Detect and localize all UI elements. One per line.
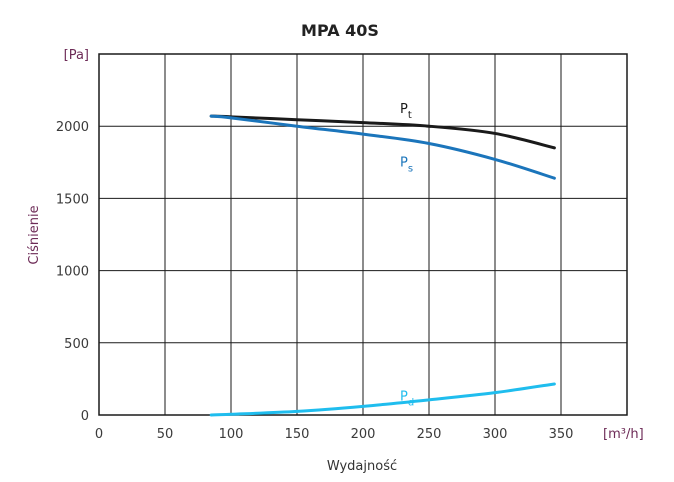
y-tick-label: 2000 [56, 120, 89, 135]
x-tick-label: 150 [285, 427, 310, 442]
series-label-main: P [400, 390, 408, 405]
series-label-pd: Pd [400, 390, 414, 409]
y-axis-title: Ciśnienie [27, 205, 42, 264]
series-label-pt: Pt [400, 102, 412, 121]
y-tick-label: 500 [64, 337, 89, 352]
x-tick-labels: 0 50 100 150 200 250 300 350 [95, 427, 574, 442]
series-label-ps: Ps [400, 156, 413, 175]
x-tick-label: 50 [157, 427, 174, 442]
x-tick-label: 300 [483, 427, 508, 442]
series-line-ps [209, 114, 556, 180]
series-label-sub: t [408, 110, 412, 121]
x-tick-label: 200 [351, 427, 376, 442]
x-axis-title: Wydajność [327, 459, 397, 474]
x-tick-label: 350 [549, 427, 574, 442]
series-line-pd [209, 382, 556, 417]
y-tick-label: 1500 [56, 192, 89, 207]
y-tick-label: 0 [81, 409, 89, 424]
y-unit-label: [Pa] [64, 48, 89, 63]
series-label-main: P [400, 156, 408, 171]
x-tick-label: 250 [417, 427, 442, 442]
chart-title: MPA 40S [301, 21, 379, 40]
y-tick-labels: 0 500 1000 1500 2000 [56, 120, 89, 424]
grid [99, 54, 627, 415]
x-tick-label: 0 [95, 427, 103, 442]
series-label-sub: s [408, 164, 413, 175]
y-tick-label: 1000 [56, 265, 89, 280]
x-tick-label: 100 [219, 427, 244, 442]
series-label-sub: d [408, 398, 414, 409]
x-unit-label: [m³/h] [603, 427, 644, 442]
series-label-main: P [400, 102, 408, 117]
plot-frame [98, 53, 628, 416]
